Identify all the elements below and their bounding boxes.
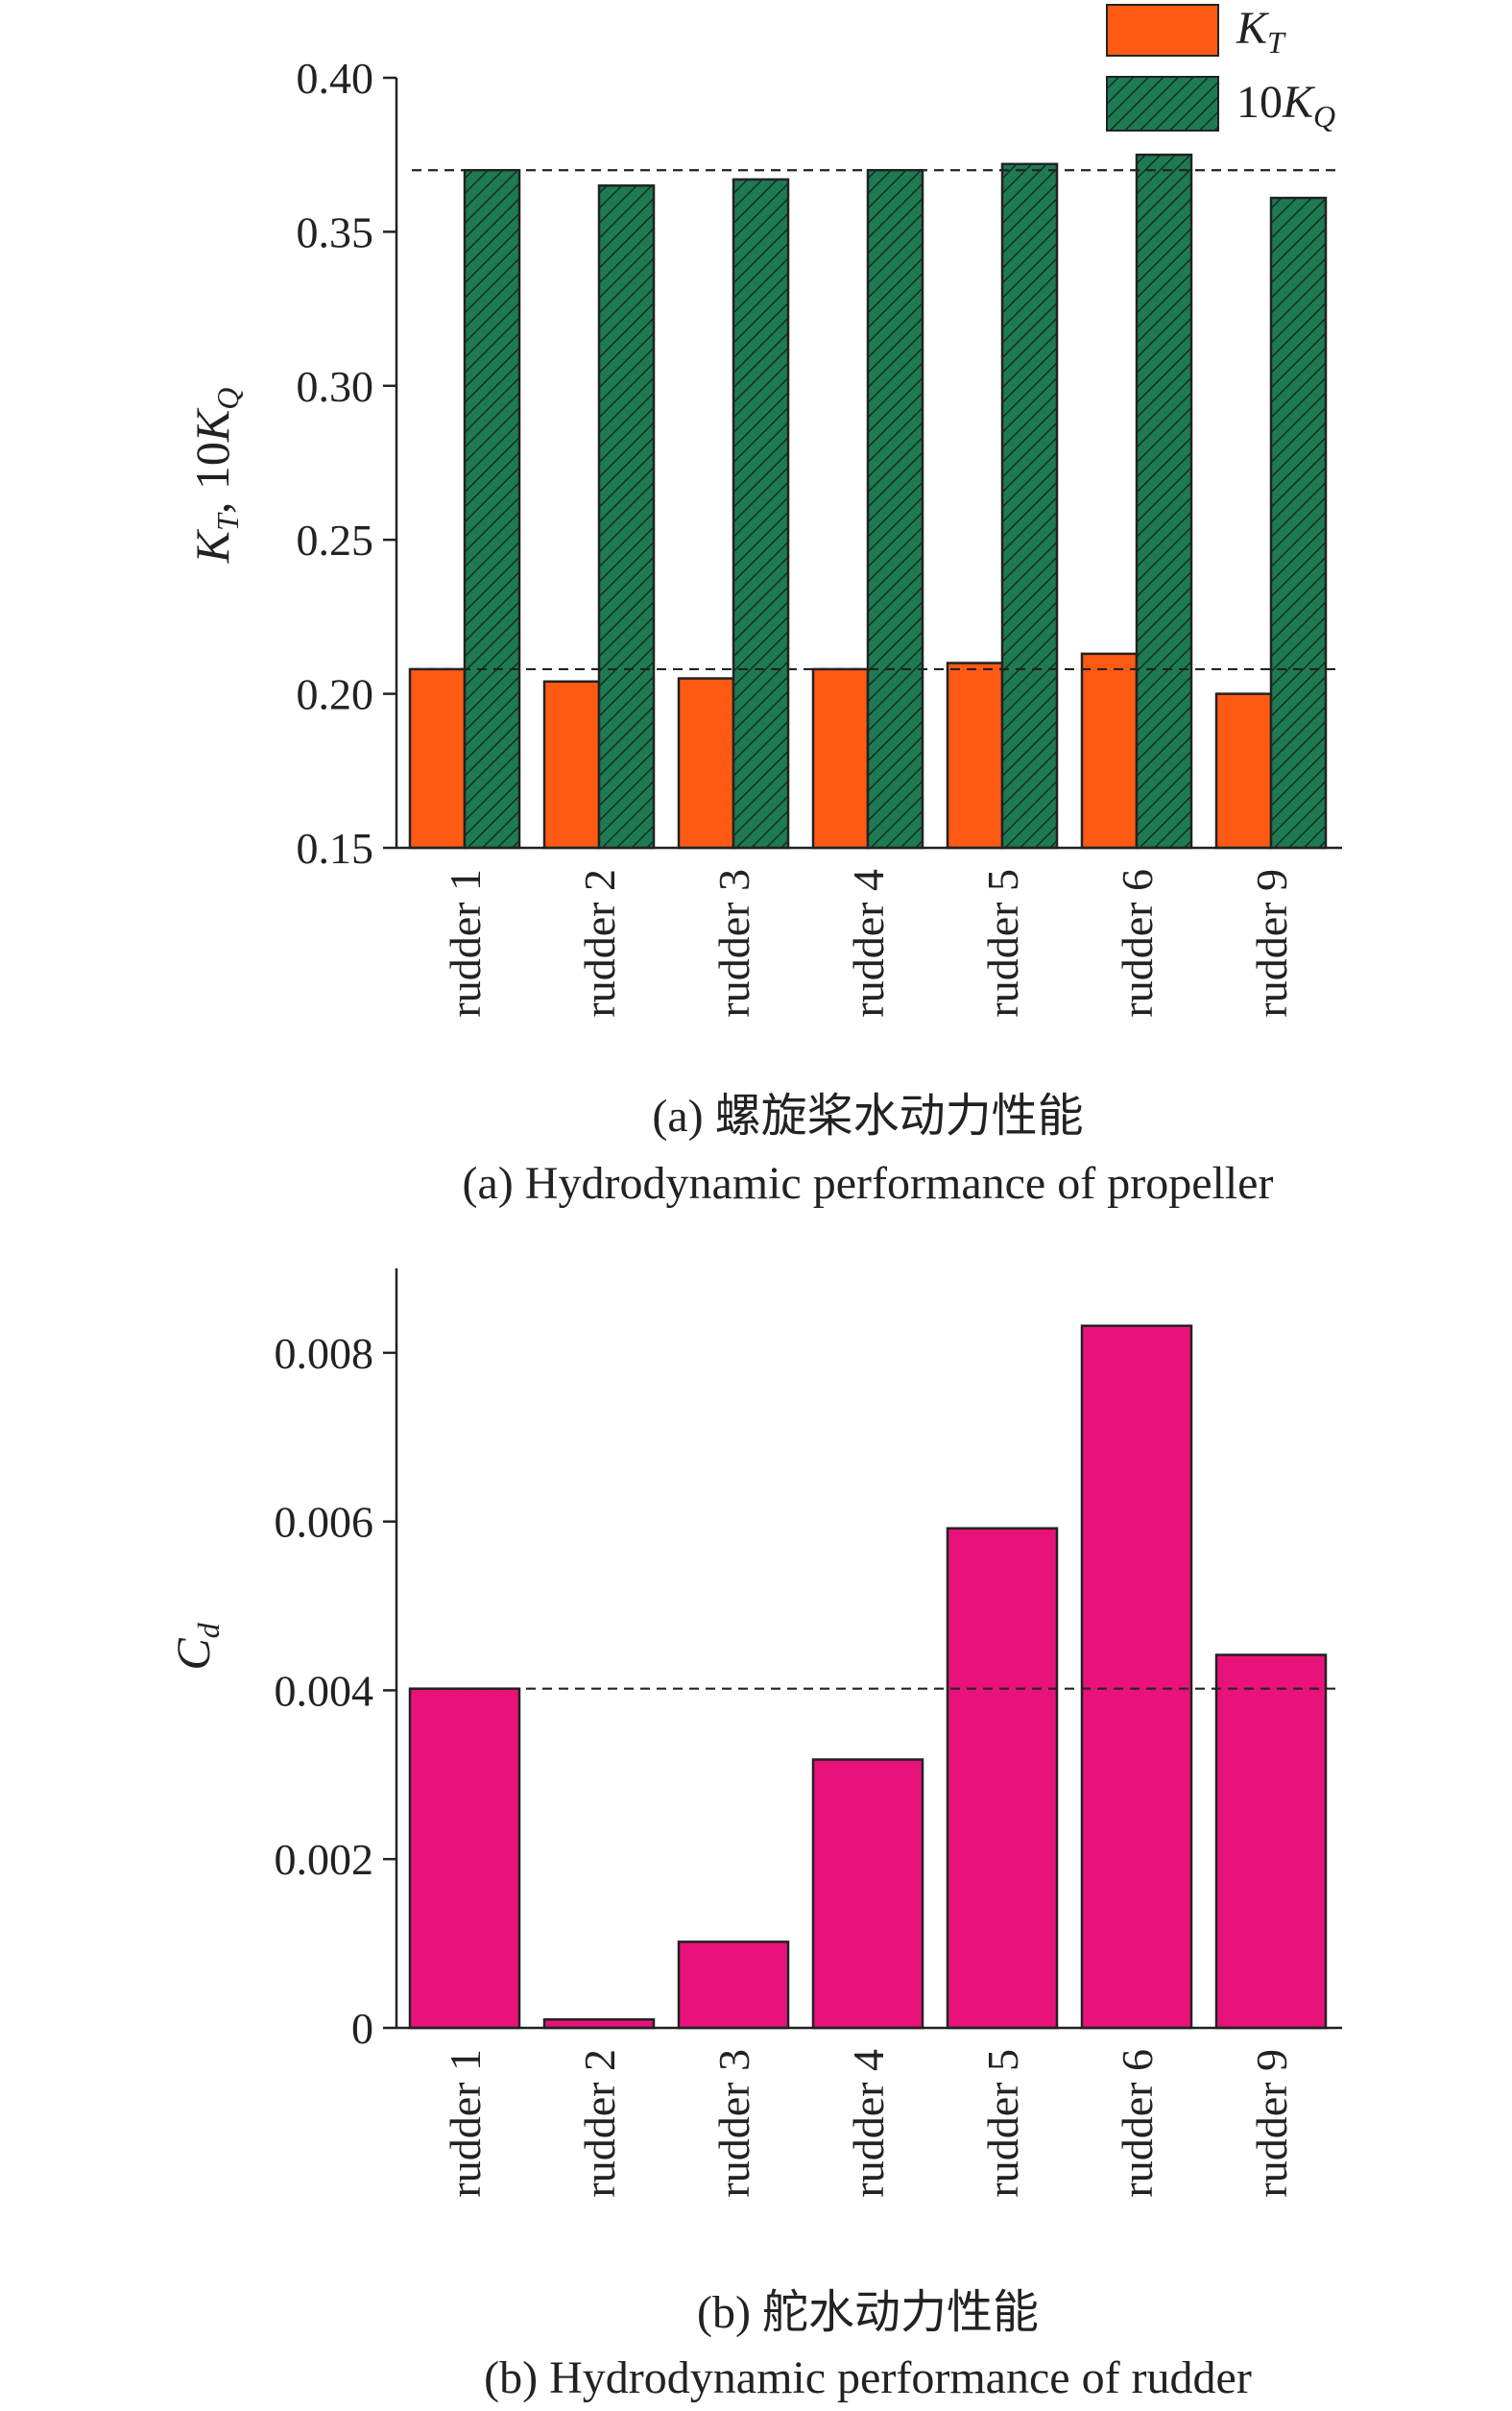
rudder-caption-cn: (b) 舵水动力性能 [697, 2287, 1039, 2338]
legend-swatch-kt [1106, 4, 1219, 57]
propeller-category-label: rudder 3 [709, 869, 758, 1018]
rudder-axes [395, 1268, 1342, 2030]
rudder-bar-6 [1080, 1324, 1193, 2030]
propeller-bar-10kq-5 [1000, 162, 1059, 850]
rudder-category-label: rudder 2 [575, 2049, 624, 2198]
propeller-bars [408, 153, 1328, 850]
propeller-category-label: rudder 9 [1247, 869, 1296, 1018]
rudder-y-tick-label: 0 [351, 2004, 373, 2053]
rudder-category-label: rudder 6 [1113, 2049, 1162, 2198]
propeller-y-ticks: 0.15 0.20 0.25 0.30 0.35 0.40 [297, 54, 396, 873]
propeller-bar-10kq-6 [1135, 153, 1193, 850]
propeller-y-axis-label: KT, 10KQ [185, 388, 245, 565]
propeller-y-tick-label: 0.30 [297, 362, 374, 411]
legend-label-kt: KT [1236, 3, 1286, 60]
rudder-y-tick-label: 0.008 [275, 1329, 374, 1378]
rudder-y-tick-label: 0.004 [275, 1666, 374, 1715]
rudder-category-label: rudder 5 [978, 2049, 1027, 2198]
legend-swatch-10kq [1106, 76, 1219, 132]
propeller-y-tick-label: 0.25 [297, 516, 374, 565]
rudder-y-ticks: 0 0.002 0.004 0.006 0.008 [275, 1329, 396, 2053]
propeller-reference-lines [412, 169, 1342, 671]
rudder-category-label: rudder 4 [844, 2049, 893, 2198]
propeller-y-tick-label: 0.35 [297, 207, 374, 256]
propeller-bar-kt-4 [811, 667, 870, 850]
rudder-y-tick-label: 0.006 [275, 1498, 374, 1547]
propeller-category-label: rudder 5 [978, 869, 1027, 1018]
rudder-y-axis-label: Cd [166, 1622, 226, 1670]
propeller-caption-cn: (a) 螺旋桨水动力性能 [652, 1091, 1083, 1142]
rudder-category-labels: rudder 1 rudder 2 rudder 3 rudder 4 rudder 5… [441, 2049, 1296, 2198]
propeller-y-tick-label: 0.20 [297, 670, 374, 719]
propeller-y-tick-label: 0.15 [297, 824, 374, 873]
propeller-bar-kt-6 [1080, 652, 1139, 850]
propeller-bar-kt-2 [542, 680, 601, 850]
propeller-bar-10kq-3 [732, 178, 790, 850]
propeller-category-label: rudder 2 [575, 869, 624, 1018]
propeller-caption-en: (a) Hydrodynamic performance of propelle… [463, 1158, 1274, 1209]
propeller-bar-10kq-1 [463, 168, 521, 850]
rudder-bar-2 [542, 2017, 656, 2030]
propeller-bar-10kq-4 [866, 168, 924, 850]
rudder-bars [408, 1324, 1328, 2030]
propeller-chart: 0.150.200.250.300.350.40 rudder 1 rudder … [185, 3, 1342, 1209]
rudder-category-label: rudder 3 [709, 2049, 758, 2198]
rudder-category-label: rudder 1 [441, 2049, 490, 2198]
propeller-bar-kt-1 [408, 667, 467, 850]
propeller-axes [395, 78, 1342, 850]
propeller-legend: KT 10KQ [1106, 3, 1335, 133]
rudder-bar-4 [811, 1758, 924, 2030]
propeller-y-tick-label: 0.40 [297, 54, 374, 103]
rudder-bar-5 [946, 1527, 1059, 2030]
legend-label-10kq: 10KQ [1236, 77, 1335, 133]
rudder-category-label: rudder 9 [1247, 2049, 1296, 2198]
rudder-bar-7 [1214, 1653, 1328, 2030]
rudder-caption-en: (b) Hydrodynamic performance of rudder [484, 2352, 1252, 2403]
propeller-category-label: rudder 6 [1113, 869, 1162, 1018]
rudder-y-tick-label: 0.002 [275, 1835, 374, 1884]
propeller-bar-10kq-2 [597, 184, 656, 850]
propeller-bar-kt-7 [1214, 692, 1273, 850]
propeller-category-label: rudder 1 [441, 869, 490, 1018]
propeller-bar-kt-3 [677, 677, 735, 850]
propeller-bar-kt-5 [946, 662, 1004, 850]
rudder-bar-1 [408, 1687, 521, 2030]
propeller-category-labels: rudder 1 rudder 2 rudder 3 rudder 4 rudder 5… [441, 869, 1296, 1018]
rudder-bar-3 [677, 1941, 790, 2030]
propeller-category-label: rudder 4 [844, 869, 893, 1018]
propeller-bar-10kq-7 [1269, 196, 1328, 850]
